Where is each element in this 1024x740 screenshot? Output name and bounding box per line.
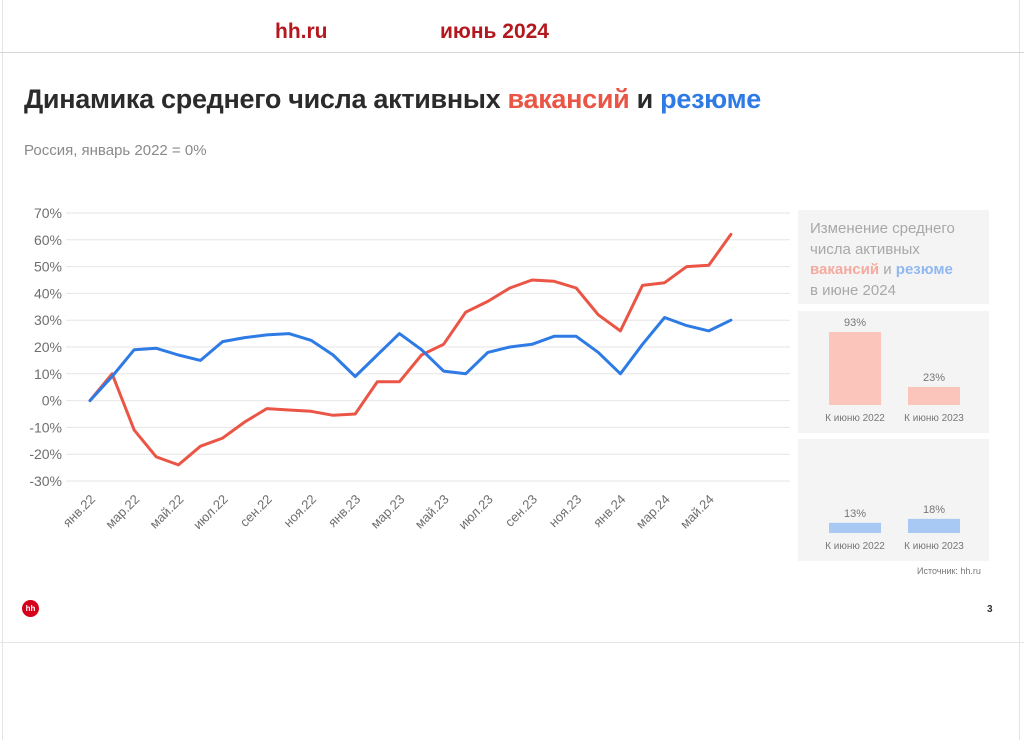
summary-line-1: Изменение среднего bbox=[810, 220, 955, 237]
title-main: Динамика среднего числа активных bbox=[24, 84, 508, 114]
hh-logo: hh bbox=[22, 600, 39, 617]
page-number: 3 bbox=[987, 604, 993, 615]
chart-subtitle: Россия, январь 2022 = 0% bbox=[24, 142, 207, 159]
resumes-bar-chart: 13% К июню 2022 18% К июню 2023 bbox=[825, 504, 964, 552]
vacancies-bar-chart: 93% К июню 2022 23% К июню 2023 bbox=[825, 317, 964, 424]
x-tick-label: июл.23 bbox=[455, 492, 496, 533]
y-tick-label: 30% bbox=[34, 312, 62, 328]
x-tick-label: мар.22 bbox=[102, 492, 142, 532]
y-tick-label: 50% bbox=[34, 259, 62, 275]
y-tick-label: 60% bbox=[34, 232, 62, 248]
resumes-bar bbox=[908, 518, 960, 533]
grid bbox=[66, 212, 790, 482]
y-tick-label: -20% bbox=[29, 446, 62, 462]
resumes-bar-category-label: К июню 2022 bbox=[825, 541, 885, 552]
vacancies-bar bbox=[829, 332, 881, 405]
x-tick-label: мар.24 bbox=[633, 492, 673, 532]
vacancies-series-line bbox=[88, 232, 733, 467]
x-axis-ticks: янв.22 мар.22 май.22 июл.22 сен.22 ноя.22 янв.… bbox=[60, 492, 717, 533]
source-note: Источник: hh.ru bbox=[917, 566, 981, 576]
y-tick-label: 0% bbox=[42, 393, 62, 409]
resumes-bar bbox=[829, 522, 881, 533]
x-tick-label: ноя.23 bbox=[546, 492, 585, 531]
y-tick-label: -30% bbox=[29, 473, 62, 489]
y-tick-label: 70% bbox=[34, 205, 62, 221]
x-tick-label: май.23 bbox=[412, 492, 452, 532]
summary-vacancies: вакансий bbox=[810, 261, 880, 278]
y-tick-label: -10% bbox=[29, 419, 62, 435]
vacancies-bar-panel: 93% К июню 2022 23% К июню 2023 bbox=[798, 311, 989, 433]
summary-and: и bbox=[879, 261, 896, 278]
resumes-bar-value-label: 18% bbox=[923, 504, 945, 516]
vacancies-bar-category-label: К июню 2022 bbox=[825, 413, 885, 424]
title-vacancies: вакансий bbox=[507, 84, 630, 114]
x-tick-label: сен.22 bbox=[237, 492, 275, 530]
x-tick-label: янв.24 bbox=[590, 492, 628, 530]
x-tick-label: сен.23 bbox=[502, 492, 540, 530]
resumes-bar-panel: 13% К июню 2022 18% К июню 2023 bbox=[798, 439, 989, 561]
x-tick-label: ноя.22 bbox=[281, 492, 320, 531]
x-tick-label: июл.22 bbox=[190, 492, 231, 533]
header-divider bbox=[0, 52, 1024, 53]
page-right-border bbox=[1019, 0, 1020, 740]
summary-resumes: резюме bbox=[895, 261, 953, 278]
chart-title: Динамика среднего числа активных ваканси… bbox=[24, 84, 761, 115]
page-bottom-border bbox=[0, 642, 1024, 643]
title-and: и bbox=[629, 84, 661, 114]
y-tick-label: 40% bbox=[34, 285, 62, 301]
y-tick-label: 20% bbox=[34, 339, 62, 355]
y-axis-ticks: 70% 60% 50% 40% 30% 20% 10% 0% -10% -20% -30% bbox=[29, 205, 62, 489]
summary-panel: Изменение среднего числа активных ваканс… bbox=[798, 210, 989, 304]
summary-line-2: числа активных bbox=[810, 240, 920, 258]
vacancies-bar-value-label: 93% bbox=[844, 317, 866, 329]
series-lines bbox=[88, 232, 733, 467]
vacancies-bar-value-label: 23% bbox=[923, 372, 945, 384]
header-date: июнь 2024 bbox=[440, 20, 549, 43]
summary-line-4: в июне 2024 bbox=[810, 281, 896, 299]
page-left-border bbox=[2, 0, 3, 740]
vacancies-bar bbox=[908, 386, 960, 405]
resumes-bar-category-label: К июню 2023 bbox=[904, 541, 964, 552]
vacancies-bar-category-label: К июню 2023 bbox=[904, 413, 964, 424]
x-tick-label: янв.23 bbox=[325, 492, 363, 530]
x-tick-label: мар.23 bbox=[368, 492, 408, 532]
resumes-series-line bbox=[88, 316, 733, 403]
summary-line-3: вакансий и резюме bbox=[810, 260, 985, 281]
summary-text: Изменение среднего числа активных ваканс… bbox=[810, 219, 985, 301]
line-chart: 70% 60% 50% 40% 30% 20% 10% 0% -10% -20% -30% янв.… bbox=[29, 205, 790, 533]
x-tick-label: май.24 bbox=[677, 492, 717, 532]
x-tick-label: май.22 bbox=[147, 492, 187, 532]
title-resumes: резюме bbox=[660, 84, 761, 114]
y-tick-label: 10% bbox=[34, 366, 62, 382]
x-tick-label: янв.22 bbox=[60, 492, 98, 530]
resumes-bar-value-label: 13% bbox=[844, 508, 866, 520]
header-site: hh.ru bbox=[275, 20, 328, 43]
